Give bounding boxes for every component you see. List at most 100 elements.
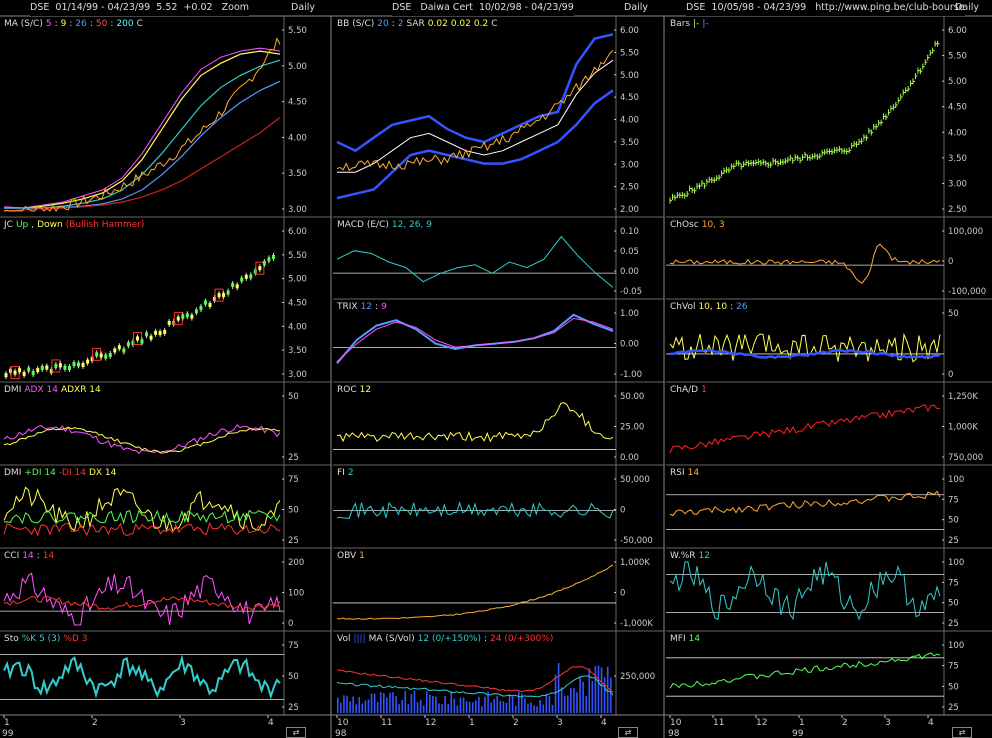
volume-bar bbox=[407, 704, 410, 713]
volume-bar bbox=[484, 696, 486, 713]
x-tick-label: 1 bbox=[469, 718, 475, 728]
ma-series-50 bbox=[4, 80, 281, 209]
y-tick-label: 5.00 bbox=[948, 77, 967, 87]
candle-body bbox=[235, 284, 239, 289]
y-tick-label: 75 bbox=[948, 578, 959, 588]
panel-legend: DMI ADX 14 ADXR 14 bbox=[4, 385, 101, 395]
legend-token: 10, 3 bbox=[702, 220, 725, 230]
legend-token: 200 bbox=[116, 19, 133, 29]
col2-period-select[interactable]: Daily bbox=[624, 2, 649, 13]
legend-token: 50 bbox=[96, 19, 108, 29]
panel-legend: Bars |- |- bbox=[670, 19, 709, 29]
x-tick-label: 2 bbox=[92, 718, 98, 728]
legend-token: |- bbox=[693, 19, 699, 29]
y-tick-label: 25.00 bbox=[620, 423, 644, 433]
hammer-marker bbox=[10, 366, 20, 380]
volume-bar bbox=[376, 701, 379, 713]
col1-zoom-button[interactable]: Zoom bbox=[221, 2, 250, 13]
year-label: 98 bbox=[335, 729, 347, 738]
volume-bar bbox=[370, 693, 373, 713]
col3-period-select[interactable]: Daily bbox=[955, 2, 980, 13]
legend-token: 12, 26, 9 bbox=[392, 220, 432, 230]
legend-token: SAR bbox=[407, 19, 425, 29]
x-tick-label: 4 bbox=[928, 718, 934, 728]
y-tick-label: 2.50 bbox=[948, 205, 967, 215]
legend-token: 26 bbox=[75, 19, 87, 29]
volume-bar bbox=[383, 693, 385, 713]
volume-bar bbox=[413, 690, 416, 713]
legend-token: 1 bbox=[701, 385, 707, 395]
cci-signal-line bbox=[3, 595, 281, 611]
legend-token: 14 bbox=[43, 551, 55, 561]
roc-line bbox=[336, 402, 614, 443]
col1-scroll-button[interactable]: ⇄ bbox=[286, 727, 306, 738]
candle-body bbox=[194, 309, 198, 314]
chvol-signal-line bbox=[669, 348, 941, 360]
panel-legend: CCI 14:14 bbox=[4, 551, 54, 561]
panel-chvol: ChVol 10, 10:26 50 0 bbox=[666, 299, 992, 383]
candle-body bbox=[203, 300, 207, 305]
x-tick-label: 2 bbox=[513, 718, 519, 728]
plus-di-line bbox=[3, 509, 281, 525]
col1-period-select[interactable]: Daily bbox=[291, 2, 316, 13]
candle-body bbox=[185, 313, 189, 318]
mfi-line bbox=[669, 652, 941, 689]
x-tick-label: 4 bbox=[268, 718, 274, 728]
volume-bar bbox=[563, 695, 566, 713]
legend-token: FI bbox=[337, 468, 345, 478]
candle-body bbox=[222, 293, 226, 298]
volume-bar bbox=[475, 700, 477, 713]
candle-body bbox=[199, 306, 203, 311]
candle-body bbox=[271, 254, 275, 259]
y-tick-label: -50,000 bbox=[620, 536, 653, 546]
volume-bar bbox=[496, 695, 499, 713]
candle-body bbox=[244, 274, 248, 279]
x-tick-label: 1 bbox=[799, 718, 805, 728]
bb-series-upper bbox=[336, 33, 614, 153]
col2-exchange: DSE bbox=[392, 2, 412, 13]
panel-legend: TRIX 12:9 bbox=[336, 302, 387, 312]
y-tick-label: 5.00 bbox=[288, 275, 307, 285]
legend-token: (Bullish Hammer) bbox=[66, 220, 145, 230]
volume-bar bbox=[459, 697, 462, 713]
candle-body bbox=[135, 336, 139, 341]
y-tick-label: 3.00 bbox=[288, 205, 307, 215]
panel-chad: ChA/D 1 1,250K 1,000K 750,000 bbox=[666, 382, 992, 466]
volume-bar bbox=[438, 703, 440, 713]
bb-series-lower bbox=[336, 89, 614, 200]
legend-token: JC bbox=[3, 220, 13, 230]
candle-body bbox=[72, 362, 76, 367]
volume-bar bbox=[392, 692, 394, 713]
panel-sto: Sto %K 5 (3) %D 3 75 50 25 bbox=[0, 631, 332, 716]
y-tick-label: -100,000 bbox=[948, 287, 986, 297]
legend-token: Up bbox=[16, 220, 29, 230]
volume-bar bbox=[352, 696, 354, 713]
volume-bar bbox=[416, 702, 419, 713]
panel-legend: Vol |||| MA (S/Vol) 12 (0/+150%):24 (0/+300… bbox=[337, 634, 553, 644]
volume-bar bbox=[548, 696, 551, 713]
volume-bar bbox=[600, 667, 603, 713]
candle-body bbox=[181, 314, 185, 319]
trix-line bbox=[336, 313, 614, 365]
legend-token: ADX 14 bbox=[24, 385, 58, 395]
ma-series-5 bbox=[3, 47, 281, 209]
volume-bar bbox=[597, 665, 600, 713]
y-tick-label: 4.50 bbox=[288, 299, 307, 309]
year-label: 99 bbox=[792, 729, 804, 738]
y-tick-label: 2.00 bbox=[620, 205, 639, 215]
x-tick-label: 10 bbox=[337, 718, 349, 728]
col3-scroll-button[interactable]: ⇄ bbox=[952, 727, 972, 738]
volume-bar bbox=[560, 687, 563, 713]
panel-fi: FI 2 50,000 0 -50,000 bbox=[333, 465, 665, 549]
ma-series-200 bbox=[3, 117, 281, 212]
col2-scroll-button[interactable]: ⇄ bbox=[618, 727, 638, 738]
candle-body bbox=[49, 369, 53, 374]
x-tick-label: 3 bbox=[885, 718, 891, 728]
y-tick-label: 6.00 bbox=[288, 227, 307, 237]
volume-bar bbox=[487, 691, 489, 713]
y-tick-label: 50 bbox=[288, 672, 299, 682]
y-tick-label: 0.05 bbox=[620, 247, 639, 257]
volume-bar bbox=[594, 665, 597, 713]
volume-bar bbox=[429, 694, 431, 713]
candle-body bbox=[104, 354, 108, 359]
